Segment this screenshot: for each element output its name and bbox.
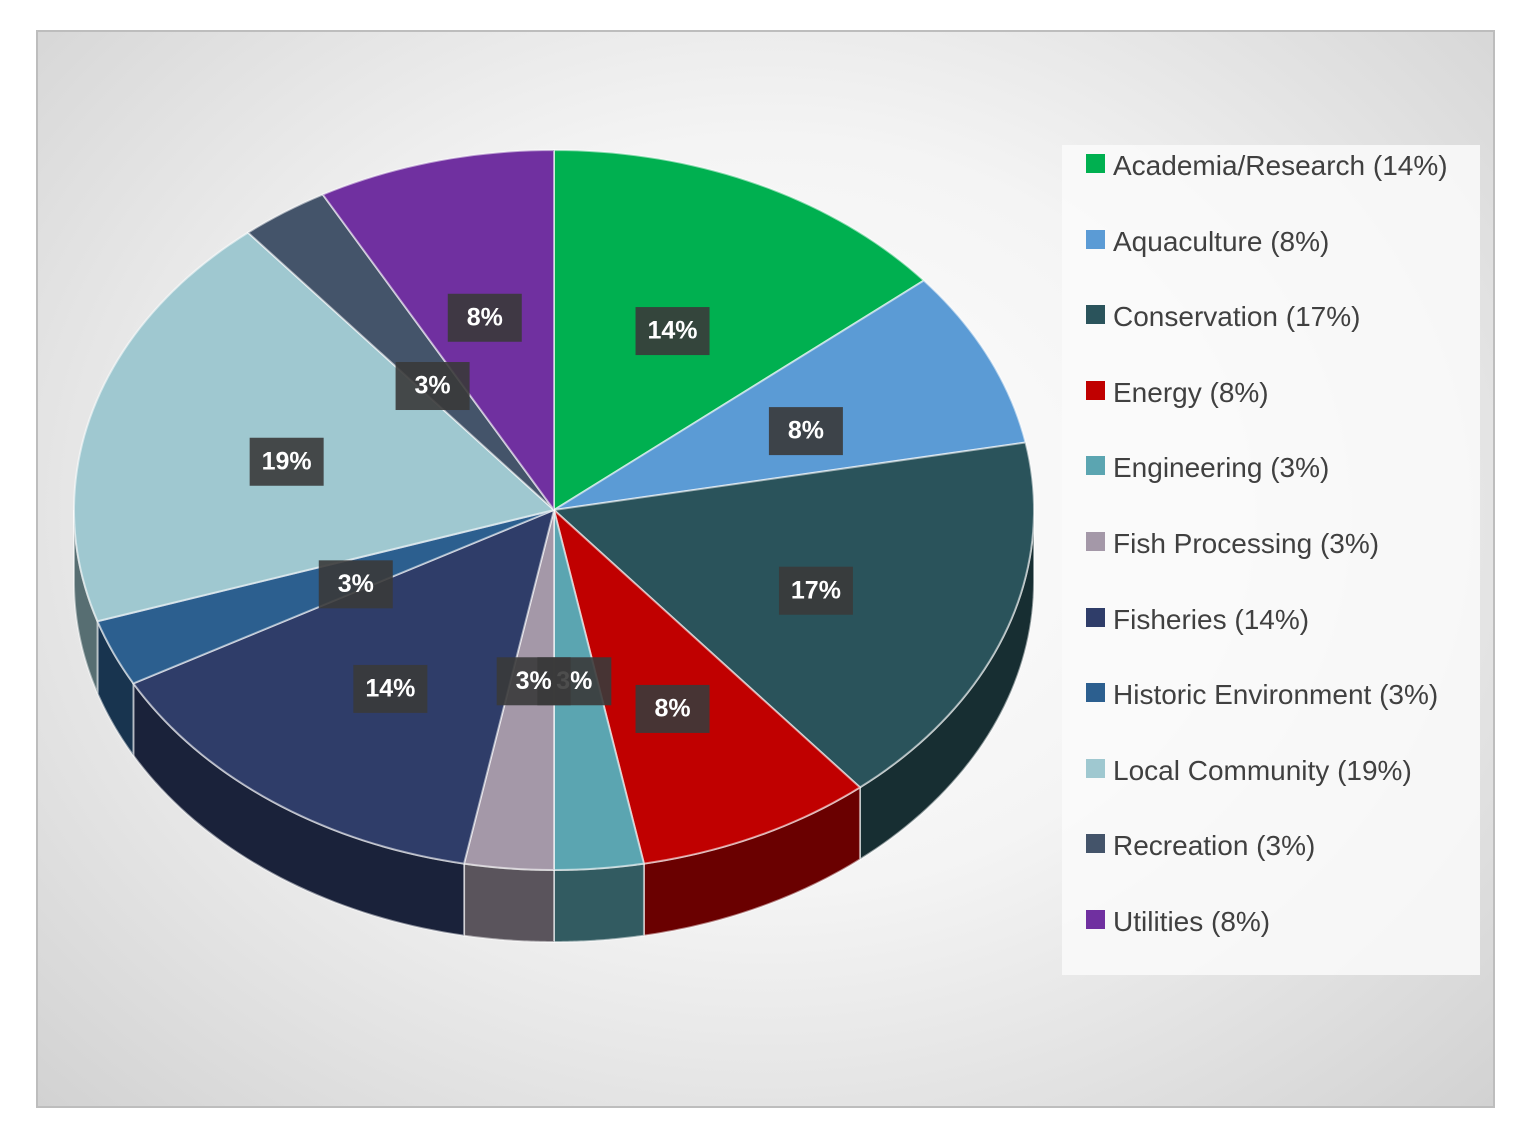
data-label-group: 17% (778, 566, 853, 615)
data-label: 8% (654, 695, 690, 723)
data-label-group: 3% (318, 560, 393, 609)
data-label: 3% (415, 372, 451, 400)
legend-label: Local Community (19%) (1113, 754, 1412, 786)
slice-side (553, 862, 645, 944)
legend: Academia/Research (14%) Aquaculture (8%) C… (1062, 145, 1480, 975)
data-label-group: 3% (395, 362, 470, 411)
legend-label: Historic Environment (3%) (1113, 679, 1439, 711)
legend-swatch (1086, 380, 1105, 400)
data-label-box (447, 293, 522, 342)
legend-item: Fish Processing (3%) (1086, 523, 1463, 564)
legend-swatch (1086, 229, 1105, 249)
pie-slice (131, 508, 556, 865)
legend-item: Local Community (19%) (1086, 750, 1463, 791)
data-label-box (395, 362, 470, 411)
pie-slice (73, 231, 557, 623)
pie-slice (553, 279, 1027, 511)
legend-swatch (1086, 456, 1105, 476)
legend-swatch (1086, 154, 1105, 173)
data-label-group: 19% (249, 437, 324, 486)
data-label-box (778, 566, 853, 615)
legend-label: Conservation (17%) (1113, 301, 1361, 333)
legend-item: Energy (8%) (1086, 372, 1463, 413)
legend-label: Aquaculture (8%) (1113, 225, 1330, 257)
slice-side (463, 862, 555, 944)
legend-item: Academia/Research (14%) (1086, 145, 1463, 186)
legend-item: Conservation (17%) (1086, 296, 1463, 337)
data-label: 14% (365, 675, 415, 703)
data-label-group: 14% (635, 307, 710, 356)
data-label-box (249, 437, 324, 486)
legend-swatch (1086, 305, 1105, 325)
pie-slice (246, 193, 555, 511)
legend-item: Fisheries (14%) (1086, 599, 1463, 640)
legend-item: Engineering (3%) (1086, 447, 1463, 488)
data-label-box (318, 560, 393, 609)
legend-label: Recreation (3%) (1113, 830, 1316, 862)
legend-swatch (1086, 532, 1105, 551)
data-label-box (635, 684, 710, 733)
data-label: 8% (788, 417, 824, 445)
data-label-group: 8% (635, 684, 710, 733)
legend-item: Utilities (8%) (1086, 901, 1463, 942)
legend-item: Historic Environment (3%) (1086, 674, 1463, 715)
legend-swatch (1086, 683, 1105, 703)
legend-swatch (1086, 607, 1105, 627)
data-label-box (496, 657, 571, 706)
legend-item: Recreation (3%) (1086, 825, 1463, 866)
legend-label: Engineering (3%) (1113, 452, 1330, 484)
legend-label: Energy (8%) (1113, 376, 1269, 408)
legend-swatch (1086, 910, 1105, 929)
data-label: 8% (467, 303, 503, 331)
data-label: 14% (648, 317, 698, 345)
pie-slice (553, 148, 926, 512)
data-label-box (768, 407, 843, 456)
legend-label: Fisheries (14%) (1113, 603, 1310, 635)
legend-swatch (1086, 758, 1105, 778)
data-label: 3% (338, 570, 374, 598)
data-label-group: 14% (353, 664, 428, 713)
legend-label: Academia/Research (14%) (1113, 150, 1448, 181)
pie-slice (551, 441, 1035, 789)
data-label: 17% (791, 576, 841, 604)
data-label-box (353, 664, 428, 713)
data-label: 19% (262, 447, 312, 475)
legend-swatch (1086, 834, 1105, 854)
data-label-group: 8% (447, 293, 522, 342)
pie-slice (321, 148, 555, 514)
data-label-group: 3% (496, 657, 571, 706)
legend-item: Aquaculture (8%) (1086, 221, 1463, 262)
data-label-group: 8% (768, 407, 843, 456)
legend-label: Fish Processing (3%) (1113, 528, 1380, 559)
legend-label: Utilities (8%) (1113, 906, 1271, 937)
data-label: 3% (516, 667, 552, 695)
data-label-box (635, 307, 710, 356)
